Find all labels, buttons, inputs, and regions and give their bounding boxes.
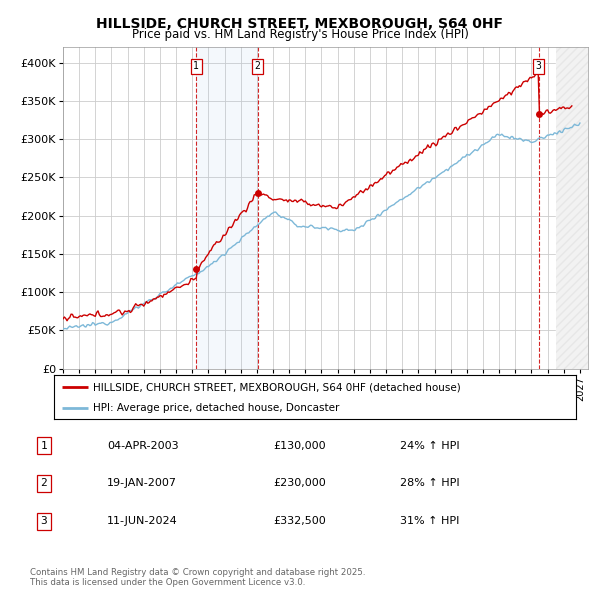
Text: 04-APR-2003: 04-APR-2003 (107, 441, 179, 451)
Text: 31% ↑ HPI: 31% ↑ HPI (400, 516, 459, 526)
Text: HPI: Average price, detached house, Doncaster: HPI: Average price, detached house, Donc… (93, 403, 340, 413)
Text: 1: 1 (40, 441, 47, 451)
Text: 2: 2 (255, 61, 260, 71)
Text: £332,500: £332,500 (273, 516, 326, 526)
Text: 3: 3 (40, 516, 47, 526)
Bar (556, 47, 588, 369)
Text: 24% ↑ HPI: 24% ↑ HPI (400, 441, 460, 451)
Bar (556, 47, 588, 369)
Text: 11-JUN-2024: 11-JUN-2024 (107, 516, 178, 526)
Text: 28% ↑ HPI: 28% ↑ HPI (400, 478, 460, 489)
Text: 3: 3 (536, 61, 542, 71)
Bar (196, 47, 257, 369)
Text: £230,000: £230,000 (273, 478, 326, 489)
Text: HILLSIDE, CHURCH STREET, MEXBOROUGH, S64 0HF: HILLSIDE, CHURCH STREET, MEXBOROUGH, S64… (97, 17, 503, 31)
Text: 1: 1 (193, 61, 199, 71)
Text: HILLSIDE, CHURCH STREET, MEXBOROUGH, S64 0HF (detached house): HILLSIDE, CHURCH STREET, MEXBOROUGH, S64… (93, 382, 461, 392)
Text: 2: 2 (40, 478, 47, 489)
Text: £130,000: £130,000 (273, 441, 326, 451)
Text: Price paid vs. HM Land Registry's House Price Index (HPI): Price paid vs. HM Land Registry's House … (131, 28, 469, 41)
Text: Contains HM Land Registry data © Crown copyright and database right 2025.
This d: Contains HM Land Registry data © Crown c… (30, 568, 365, 587)
Text: 19-JAN-2007: 19-JAN-2007 (107, 478, 177, 489)
